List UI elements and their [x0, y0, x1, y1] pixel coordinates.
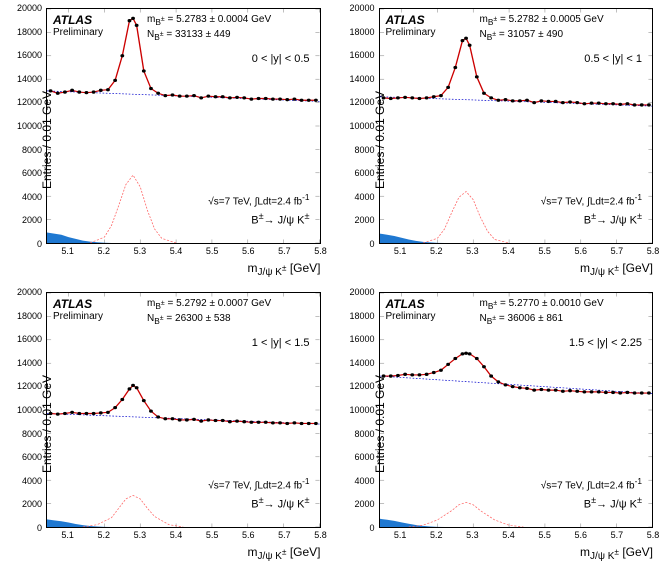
- luminosity-label: √s=7 TeV, ∫Ldt=2.4 fb-1: [208, 192, 309, 207]
- decay-label: B±→ J/ψ K±: [251, 211, 309, 227]
- x-tick-labels: 5.15.25.35.45.55.65.75.8: [46, 246, 321, 258]
- y-tick-labels: 0200040006000800010000120001400016000180…: [333, 8, 377, 244]
- fit-info: mB± = 5.2782 ± 0.0005 GeVNB± = 31057 ± 4…: [480, 13, 604, 43]
- reflection-fill: [380, 234, 445, 243]
- x-axis-label: mJ/ψ K± [GeV]: [580, 261, 653, 278]
- signal-curve: [408, 502, 523, 527]
- panel-1: Entries / 0.01 GeVATLASPreliminarymB± = …: [333, 0, 661, 280]
- plot-area: ATLASPreliminary mB± = 5.2770 ± 0.0010 Ge…: [379, 292, 654, 528]
- plot-area: ATLASPreliminary mB± = 5.2782 ± 0.0005 Ge…: [379, 8, 654, 244]
- signal-curve: [90, 175, 176, 243]
- x-axis-label: mJ/ψ K± [GeV]: [248, 261, 321, 278]
- fit-curve: [383, 353, 648, 393]
- luminosity-label: √s=7 TeV, ∫Ldt=2.4 fb-1: [541, 476, 642, 491]
- luminosity-label: √s=7 TeV, ∫Ldt=2.4 fb-1: [541, 192, 642, 207]
- y-tick-labels: 0200040006000800010000120001400016000180…: [333, 292, 377, 528]
- rapidity-range: 0.5 < |y| < 1: [584, 53, 642, 65]
- panel-0: Entries / 0.01 GeVATLASPreliminarymB± = …: [0, 0, 329, 280]
- rapidity-range: 1 < |y| < 1.5: [252, 337, 310, 349]
- atlas-label: ATLASPreliminary: [53, 297, 103, 322]
- panel-2: Entries / 0.01 GeVATLASPreliminarymB± = …: [0, 284, 329, 564]
- y-tick-labels: 0200040006000800010000120001400016000180…: [0, 8, 44, 244]
- fit-curve: [51, 385, 316, 423]
- x-tick-labels: 5.15.25.35.45.55.65.75.8: [379, 530, 654, 542]
- data-points: [49, 384, 318, 425]
- x-tick-labels: 5.15.25.35.45.55.65.75.8: [379, 246, 654, 258]
- fit-info: mB± = 5.2792 ± 0.0007 GeVNB± = 26300 ± 5…: [147, 297, 271, 327]
- reflection-fill: [380, 519, 445, 527]
- signal-curve: [83, 495, 183, 527]
- background-line: [380, 376, 653, 394]
- rapidity-range: 0 < |y| < 0.5: [252, 53, 310, 65]
- fit-info: mB± = 5.2783 ± 0.0004 GeVNB± = 33133 ± 4…: [147, 13, 271, 43]
- panel-3: Entries / 0.01 GeVATLASPreliminarymB± = …: [333, 284, 661, 564]
- decay-label: B±→ J/ψ K±: [251, 495, 309, 511]
- atlas-label: ATLASPreliminary: [53, 13, 103, 38]
- data-points: [381, 37, 650, 107]
- atlas-label: ATLASPreliminary: [386, 13, 436, 38]
- signal-curve: [423, 192, 509, 243]
- fit-info: mB± = 5.2770 ± 0.0010 GeVNB± = 36006 ± 8…: [480, 297, 604, 327]
- decay-label: B±→ J/ψ K±: [584, 211, 642, 227]
- x-axis-label: mJ/ψ K± [GeV]: [580, 545, 653, 562]
- decay-label: B±→ J/ψ K±: [584, 495, 642, 511]
- reflection-fill: [47, 519, 112, 527]
- fit-curve: [383, 38, 648, 105]
- rapidity-range: 1.5 < |y| < 2.25: [569, 337, 642, 349]
- data-points: [381, 352, 650, 395]
- x-tick-labels: 5.15.25.35.45.55.65.75.8: [46, 530, 321, 542]
- y-tick-labels: 0200040006000800010000120001400016000180…: [0, 292, 44, 528]
- x-axis-label: mJ/ψ K± [GeV]: [248, 545, 321, 562]
- reflection-fill: [47, 232, 112, 243]
- plot-area: ATLASPreliminary mB± = 5.2792 ± 0.0007 Ge…: [46, 292, 321, 528]
- luminosity-label: √s=7 TeV, ∫Ldt=2.4 fb-1: [208, 476, 309, 491]
- atlas-label: ATLASPreliminary: [386, 297, 436, 322]
- plot-area: ATLASPreliminary mB± = 5.2783 ± 0.0004 Ge…: [46, 8, 321, 244]
